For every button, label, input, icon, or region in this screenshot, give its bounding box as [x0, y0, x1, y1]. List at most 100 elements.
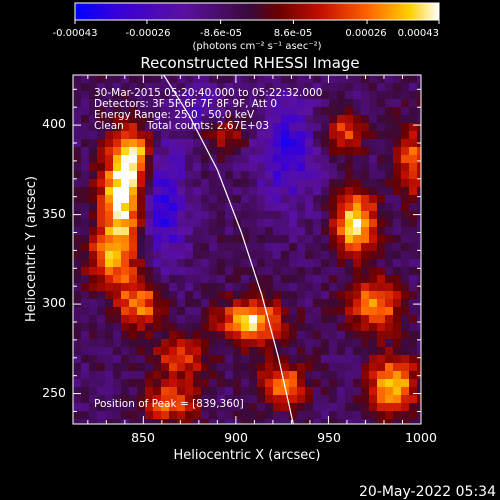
heatmap-cell: [129, 83, 138, 92]
heatmap-cell: [393, 379, 402, 388]
heatmap-cell: [105, 299, 114, 308]
heatmap-cell: [273, 219, 282, 228]
heatmap-cell: [201, 99, 210, 108]
heatmap-cell: [337, 387, 346, 396]
heatmap-cell: [369, 339, 378, 348]
heatmap-cell: [297, 107, 306, 116]
heatmap-cell: [73, 187, 82, 196]
heatmap-cell: [249, 411, 258, 420]
heatmap-cell: [145, 83, 154, 92]
heatmap-cell: [305, 99, 314, 108]
heatmap-cell: [281, 283, 290, 292]
heatmap-cell: [185, 371, 194, 380]
heatmap-cell: [281, 155, 290, 164]
heatmap-cell: [353, 131, 362, 140]
heatmap-cell: [145, 291, 154, 300]
heatmap-cell: [185, 299, 194, 308]
heatmap-cell: [193, 123, 202, 132]
heatmap-cell: [369, 283, 378, 292]
heatmap-cell: [313, 291, 322, 300]
heatmap-cell: [273, 243, 282, 252]
heatmap-cell: [169, 155, 178, 164]
heatmap-cell: [305, 363, 314, 372]
heatmap-cell: [97, 347, 106, 356]
heatmap-cell: [409, 115, 418, 124]
heatmap-cell: [97, 331, 106, 340]
heatmap-cell: [193, 179, 202, 188]
heatmap-cell: [417, 219, 421, 228]
heatmap-cell: [105, 187, 114, 196]
heatmap-cell: [385, 331, 394, 340]
heatmap-cell: [257, 243, 266, 252]
heatmap-cell: [241, 347, 250, 356]
heatmap-cell: [177, 139, 186, 148]
heatmap-cell: [177, 291, 186, 300]
heatmap-cell: [185, 155, 194, 164]
heatmap-cell: [297, 267, 306, 276]
heatmap-cell: [209, 147, 218, 156]
heatmap-cell: [129, 75, 138, 84]
heatmap-cell: [201, 243, 210, 252]
heatmap-cell: [393, 179, 402, 188]
heatmap-cell: [321, 419, 330, 424]
heatmap-cell: [185, 307, 194, 316]
heatmap-cell: [113, 291, 122, 300]
heatmap-cell: [361, 203, 370, 212]
heatmap-cell: [353, 307, 362, 316]
heatmap-cell: [137, 283, 146, 292]
heatmap-cell: [377, 115, 386, 124]
heatmap-cell: [337, 155, 346, 164]
heatmap-cell: [257, 203, 266, 212]
heatmap-cell: [337, 147, 346, 156]
heatmap-cell: [145, 235, 154, 244]
heatmap-cell: [145, 99, 154, 108]
heatmap-cell: [81, 307, 90, 316]
heatmap-cell: [73, 243, 82, 252]
heatmap-cell: [289, 355, 298, 364]
heatmap-cell: [321, 251, 330, 260]
heatmap-cell: [265, 395, 274, 404]
heatmap-cell: [121, 139, 130, 148]
heatmap-cell: [177, 211, 186, 220]
heatmap-cell: [209, 179, 218, 188]
heatmap-cell: [273, 267, 282, 276]
heatmap-cell: [89, 403, 98, 412]
heatmap-cell: [185, 379, 194, 388]
heatmap-cell: [369, 227, 378, 236]
heatmap-cell: [201, 91, 210, 100]
heatmap-cell: [105, 419, 114, 424]
heatmap-cell: [97, 187, 106, 196]
heatmap-cell: [281, 179, 290, 188]
heatmap-cell: [273, 259, 282, 268]
heatmap-cell: [153, 243, 162, 252]
heatmap-cell: [113, 275, 122, 284]
heatmap-cell: [337, 179, 346, 188]
heatmap-cell: [289, 83, 298, 92]
heatmap-cell: [121, 331, 130, 340]
heatmap-cell: [129, 299, 138, 308]
heatmap-cell: [89, 323, 98, 332]
heatmap-cell: [257, 379, 266, 388]
heatmap-cell: [329, 187, 338, 196]
heatmap-cell: [121, 227, 130, 236]
heatmap-cell: [105, 227, 114, 236]
heatmap-cell: [249, 147, 258, 156]
heatmap-cell: [145, 179, 154, 188]
heatmap-cell: [193, 99, 202, 108]
heatmap-cell: [409, 187, 418, 196]
heatmap-cell: [153, 299, 162, 308]
heatmap-cell: [145, 211, 154, 220]
heatmap-cell: [209, 235, 218, 244]
heatmap-cell: [177, 347, 186, 356]
heatmap-cell: [81, 419, 90, 424]
heatmap-cell: [305, 275, 314, 284]
heatmap-cell: [281, 411, 290, 420]
heatmap-cell: [257, 403, 266, 412]
heatmap-cell: [377, 283, 386, 292]
heatmap-cell: [137, 323, 146, 332]
heatmap-cell: [273, 235, 282, 244]
heatmap-cell: [209, 419, 218, 424]
heatmap-cell: [177, 171, 186, 180]
heatmap-cell: [409, 307, 418, 316]
heatmap-cell: [249, 131, 258, 140]
